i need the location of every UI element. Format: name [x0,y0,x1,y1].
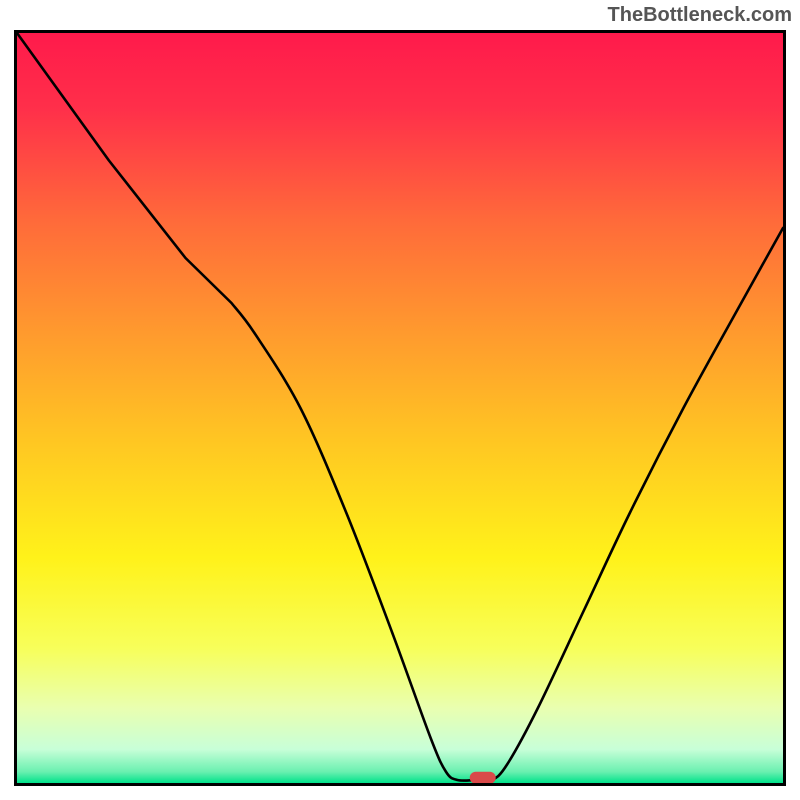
chart-background [17,33,783,783]
bottleneck-chart [0,0,800,800]
optimal-marker [470,772,496,784]
attribution-label: TheBottleneck.com [608,4,792,27]
